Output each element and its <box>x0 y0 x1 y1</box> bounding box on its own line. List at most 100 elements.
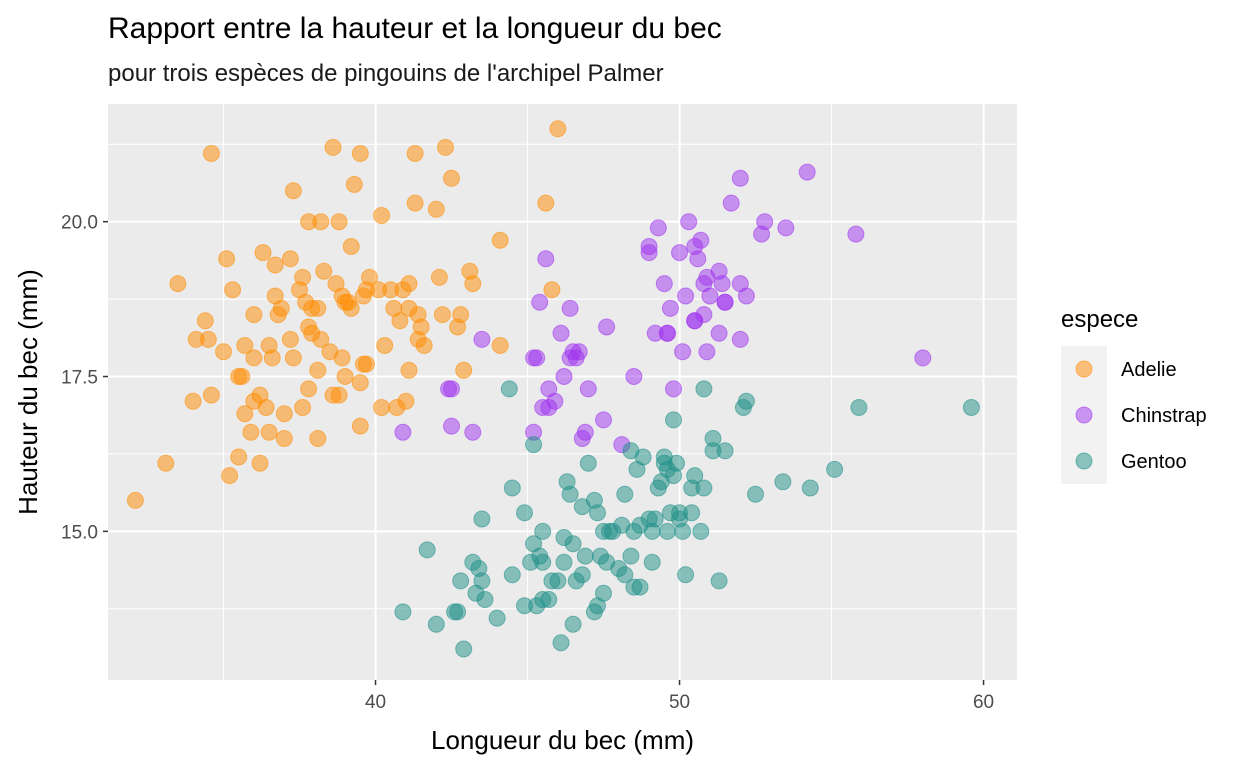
data-point-gentoo <box>661 504 679 522</box>
data-point-gentoo <box>677 566 695 584</box>
data-point-adelie <box>309 299 327 317</box>
data-point-adelie <box>452 306 470 324</box>
data-point-gentoo <box>622 547 640 565</box>
data-point-adelie <box>342 238 360 255</box>
legend-label-chinstrap: Chinstrap <box>1121 405 1207 427</box>
data-point-chinstrap <box>665 380 682 398</box>
data-point-gentoo <box>452 572 470 590</box>
data-point-gentoo <box>674 522 692 540</box>
data-point-gentoo <box>500 380 518 398</box>
data-point-adelie <box>391 312 409 330</box>
data-point-adelie <box>260 423 278 441</box>
data-point-chinstrap <box>847 225 865 243</box>
series-chinstrap <box>394 163 932 454</box>
data-point-gentoo <box>704 430 722 447</box>
data-point-gentoo <box>801 479 819 497</box>
data-point-chinstrap <box>595 411 612 429</box>
data-point-adelie <box>430 268 448 286</box>
data-point-adelie <box>245 349 263 367</box>
legend-key-gentoo <box>1075 452 1093 470</box>
data-point-gentoo <box>850 399 868 416</box>
data-point-adelie <box>300 380 318 398</box>
data-point-adelie <box>309 430 327 447</box>
data-point-gentoo <box>564 535 582 553</box>
data-point-adelie <box>202 386 220 404</box>
data-point-adelie <box>202 145 220 162</box>
data-point-chinstrap <box>713 275 731 293</box>
data-point-gentoo <box>561 485 579 503</box>
data-point-adelie <box>336 368 354 385</box>
data-point-chinstrap <box>689 250 707 268</box>
legend: espece Adelie Chinstrap Gentoo <box>1061 306 1207 484</box>
data-point-gentoo <box>665 411 682 429</box>
data-point-chinstrap <box>561 299 579 317</box>
x-tick-label: 40 <box>365 692 386 713</box>
data-point-adelie <box>406 194 424 212</box>
data-point-chinstrap <box>914 349 932 367</box>
data-point-adelie <box>224 281 242 299</box>
data-point-chinstrap <box>531 293 549 311</box>
data-point-gentoo <box>564 615 582 633</box>
data-point-adelie <box>266 256 284 274</box>
data-point-adelie <box>242 423 260 441</box>
data-point-gentoo <box>503 479 521 497</box>
legend-label-adelie: Adelie <box>1121 359 1177 381</box>
data-point-adelie <box>330 213 348 231</box>
data-point-gentoo <box>534 553 552 571</box>
data-point-gentoo <box>394 603 412 621</box>
data-point-gentoo <box>473 572 491 590</box>
minor-gridlines <box>108 104 1017 680</box>
data-point-chinstrap <box>555 368 573 385</box>
x-tick-label: 50 <box>669 692 690 713</box>
data-point-adelie <box>400 361 418 379</box>
data-point-gentoo <box>631 578 649 596</box>
data-point-adelie <box>257 399 275 416</box>
data-point-gentoo <box>643 553 661 571</box>
data-point-gentoo <box>418 541 436 559</box>
legend-key-chinstrap <box>1075 406 1093 424</box>
data-point-adelie <box>443 169 460 187</box>
y-tick-label: 20.0 <box>61 213 98 234</box>
data-point-adelie <box>330 386 348 404</box>
data-point-adelie <box>275 430 293 447</box>
data-point-adelie <box>126 491 144 509</box>
x-axis-title: Longueur du bec (mm) <box>431 725 694 755</box>
data-point-adelie <box>230 448 248 466</box>
data-point-gentoo <box>646 510 664 528</box>
data-point-adelie <box>254 244 272 262</box>
data-point-adelie <box>336 293 354 311</box>
data-point-adelie <box>373 399 391 416</box>
data-point-gentoo <box>695 479 713 497</box>
data-point-gentoo <box>503 566 521 584</box>
data-point-gentoo <box>692 522 710 540</box>
data-point-chinstrap <box>671 244 688 262</box>
data-point-chinstrap <box>698 343 716 361</box>
data-point-adelie <box>491 337 509 354</box>
data-point-adelie <box>251 454 269 472</box>
data-point-chinstrap <box>576 423 594 441</box>
data-point-adelie <box>281 330 299 348</box>
series-gentoo <box>394 380 980 658</box>
data-point-chinstrap <box>722 194 740 212</box>
data-point-gentoo <box>488 609 506 627</box>
data-point-adelie <box>361 268 378 286</box>
data-point-chinstrap <box>674 343 692 361</box>
data-point-adelie <box>215 343 232 361</box>
legend-items: Adelie Chinstrap Gentoo <box>1061 346 1207 484</box>
data-point-gentoo <box>737 392 755 410</box>
data-point-gentoo <box>595 584 612 602</box>
data-point-adelie <box>233 368 251 385</box>
data-point-gentoo <box>610 560 628 577</box>
data-point-gentoo <box>427 615 445 633</box>
data-point-adelie <box>397 392 415 410</box>
data-point-gentoo <box>683 504 701 522</box>
data-point-chinstrap <box>443 417 460 435</box>
data-point-adelie <box>324 138 342 156</box>
data-point-gentoo <box>552 634 570 652</box>
data-point-chinstrap <box>680 213 698 231</box>
data-point-gentoo <box>747 485 764 503</box>
data-point-gentoo <box>455 640 473 658</box>
data-point-adelie <box>373 207 391 224</box>
data-point-adelie <box>184 392 202 410</box>
